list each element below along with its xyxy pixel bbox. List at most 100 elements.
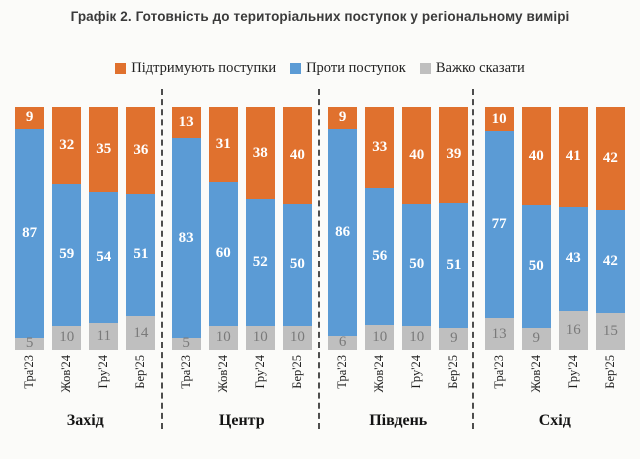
legend-item: Підтримують поступки [115, 60, 276, 77]
category-label: Тра'23 [178, 355, 193, 389]
bar-value-label: 32 [59, 136, 75, 153]
bar-value-label: 13 [491, 325, 507, 342]
chart-legend: Підтримують поступки Проти поступок Важко … [0, 60, 640, 77]
category-label-group: Тра'23 Жов'24 Гру'24 Бер'25 [477, 355, 634, 411]
bar-value-label: 42 [602, 150, 618, 167]
bar-value-label: 39 [446, 146, 462, 163]
stacked-bar: 32 59 10 [52, 107, 82, 350]
bar-segment-against: 50 [402, 204, 432, 326]
bar-segment-against: 86 [328, 128, 358, 336]
stacked-bar: 9 87 5 [15, 107, 45, 352]
category-label-cell: Тра'23 [15, 355, 44, 411]
bar-segment-against: 60 [208, 181, 238, 326]
bar-value-label: 10 [491, 110, 507, 127]
bar-group: 9 86 6 33 56 10 40 50 10 39 51 9 [320, 107, 477, 350]
bar-segment-hard: 9 [439, 327, 469, 350]
stacked-bar: 40 50 9 [521, 107, 551, 350]
bar-segment-support: 35 [89, 107, 119, 193]
stacked-bar: 31 60 10 [208, 107, 238, 350]
bar-value-label: 5 [25, 335, 34, 352]
bar-value-label: 10 [409, 329, 425, 346]
category-label: Жов'24 [528, 355, 543, 393]
bar-group: 9 87 5 32 59 10 35 54 11 36 51 14 [7, 107, 164, 352]
bar-segment-support: 42 [595, 107, 625, 211]
bar-segment-support: 9 [328, 107, 358, 129]
bar-segment-hard: 13 [484, 318, 514, 350]
category-label: Жов'24 [215, 355, 230, 393]
bar-value-label: 87 [22, 224, 38, 241]
stacked-bar: 39 51 9 [439, 107, 469, 350]
bar-value-label: 9 [532, 330, 540, 347]
legend-label: Підтримують поступки [131, 60, 277, 76]
bar-segment-hard: 9 [521, 327, 551, 350]
legend-label: Важко сказати [435, 60, 525, 76]
category-label: Жов'24 [59, 355, 74, 393]
category-label-cell: Бер'25 [596, 355, 625, 411]
bar-value-label: 50 [528, 258, 544, 275]
bar-value-label: 14 [133, 324, 149, 341]
bar-value-label: 10 [372, 329, 388, 346]
bar-value-label: 56 [372, 248, 388, 265]
category-label-cell: Тра'23 [172, 355, 201, 411]
bar-segment-against: 56 [365, 187, 395, 326]
bar-value-label: 6 [338, 334, 347, 351]
bar-segment-support: 31 [208, 107, 238, 182]
category-label-group: Тра'23 Жов'24 Гру'24 Бер'25 [320, 355, 477, 411]
category-label-group: Тра'23 Жов'24 Гру'24 Бер'25 [7, 355, 164, 411]
bar-segment-support: 39 [439, 107, 469, 203]
category-label: Бер'25 [446, 355, 461, 389]
category-label-cell: Бер'25 [283, 355, 312, 411]
legend-swatch-icon [115, 63, 127, 74]
stacked-bar: 41 43 16 [558, 107, 588, 350]
bar-segment-against: 50 [521, 205, 551, 328]
group-divider-line [472, 89, 475, 429]
bar-value-label: 9 [450, 330, 458, 347]
stacked-bar: 40 50 10 [402, 107, 432, 350]
bar-value-label: 33 [372, 138, 388, 155]
bar-value-label: 50 [409, 256, 425, 273]
category-label: Бер'25 [133, 355, 148, 389]
group-label: Захід [66, 412, 104, 429]
bar-segment-hard: 6 [328, 334, 358, 351]
bar-value-label: 13 [178, 114, 194, 131]
bar-value-label: 16 [565, 322, 581, 339]
category-label-cell: Бер'25 [126, 355, 155, 411]
stacked-bar: 36 51 14 [126, 107, 156, 350]
bar-segment-against: 87 [15, 128, 45, 338]
legend-swatch-icon [290, 63, 302, 74]
legend-item: Важко сказати [419, 60, 525, 77]
bar-segment-support: 9 [15, 107, 45, 129]
stacked-bar: 35 54 11 [89, 107, 119, 350]
plot-area: 9 87 5 32 59 10 35 54 11 36 51 14 13 83 5 31 60 10 38 52 10 4… [7, 107, 634, 352]
stacked-bar: 10 77 13 [484, 107, 514, 350]
bar-segment-support: 40 [282, 107, 312, 205]
bar-segment-support: 41 [558, 107, 588, 207]
bar-value-label: 35 [96, 141, 112, 158]
bar-segment-support: 38 [245, 107, 275, 200]
bar-group: 10 77 13 40 50 9 41 43 16 42 42 15 [477, 107, 634, 350]
category-label: Бер'25 [602, 355, 617, 389]
bar-value-label: 41 [565, 148, 581, 165]
group-divider-line [160, 89, 163, 429]
stacked-bar: 33 56 10 [365, 107, 395, 350]
bar-value-label: 40 [409, 147, 425, 164]
category-label: Гру'24 [96, 355, 111, 389]
bar-value-label: 15 [602, 323, 618, 340]
bar-value-label: 42 [602, 253, 618, 270]
category-label-cell: Гру'24 [559, 355, 588, 411]
bar-value-label: 60 [215, 245, 231, 262]
bar-segment-against: 52 [245, 199, 275, 326]
category-label-cell: Жов'24 [522, 355, 551, 411]
group-label: Південь [369, 412, 428, 429]
bar-segment-against: 50 [282, 204, 312, 326]
category-label-cell: Гру'24 [89, 355, 118, 411]
bar-value-label: 54 [96, 249, 112, 266]
bar-segment-hard: 14 [126, 316, 156, 350]
stacked-bar: 13 83 5 [171, 107, 201, 351]
bar-segment-hard: 10 [402, 325, 432, 350]
bar-value-label: 10 [252, 329, 268, 346]
group-divider-line [318, 89, 321, 429]
legend-item: Проти поступок [290, 60, 406, 77]
category-label: Тра'23 [22, 355, 37, 389]
